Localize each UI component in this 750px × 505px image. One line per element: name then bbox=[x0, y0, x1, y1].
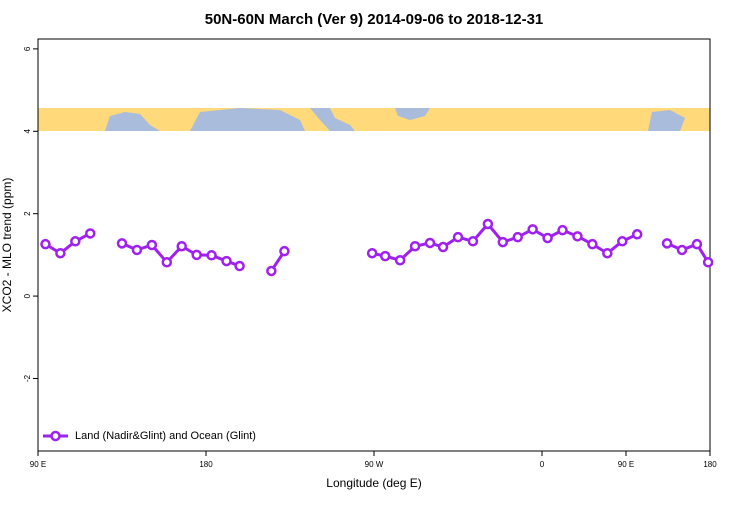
y-tick-label: 4 bbox=[23, 129, 32, 134]
data-point bbox=[542, 232, 553, 244]
x-tick-label: 90 W bbox=[365, 460, 384, 469]
map-ocean bbox=[648, 110, 685, 131]
map-ocean bbox=[105, 112, 160, 131]
data-point bbox=[467, 236, 479, 247]
y-tick-label: 0 bbox=[23, 293, 32, 298]
data-point bbox=[55, 247, 66, 259]
data-point bbox=[452, 231, 464, 243]
data-point bbox=[602, 247, 613, 259]
y-tick-label: 6 bbox=[23, 46, 32, 51]
legend-label: Land (Nadir&Glint) and Ocean (Glint) bbox=[75, 430, 256, 442]
y-tick-label: 2 bbox=[23, 211, 32, 216]
data-point bbox=[70, 236, 81, 247]
data-point bbox=[366, 247, 378, 259]
data-point bbox=[557, 224, 568, 236]
map-ocean bbox=[190, 108, 305, 131]
data-point bbox=[661, 238, 673, 249]
data-point bbox=[131, 244, 143, 256]
chart-title: 50N-60N March (Ver 9) 2014-09-06 to 2018… bbox=[205, 11, 544, 28]
map-ocean bbox=[310, 108, 355, 131]
x-tick-label: 0 bbox=[540, 460, 545, 469]
data-point bbox=[527, 224, 538, 235]
data-point bbox=[424, 237, 436, 249]
data-point bbox=[146, 239, 158, 251]
y-tick-label: -2 bbox=[23, 374, 32, 382]
data-point bbox=[394, 254, 406, 266]
x-tick-label: 180 bbox=[199, 460, 213, 469]
data-point bbox=[617, 236, 628, 247]
data-point bbox=[176, 240, 187, 252]
legend-marker bbox=[50, 430, 61, 442]
x-tick-label: 180 bbox=[703, 460, 717, 469]
data-point bbox=[572, 231, 583, 242]
data-point bbox=[266, 265, 277, 277]
data-point bbox=[587, 238, 598, 250]
data-point bbox=[206, 250, 217, 261]
data-point bbox=[379, 250, 391, 262]
map-ocean bbox=[395, 108, 430, 120]
data-point bbox=[512, 231, 523, 243]
data-point bbox=[161, 257, 173, 268]
data-point bbox=[702, 257, 714, 268]
y-axis-label: XCO2 - MLO trend (ppm) bbox=[0, 178, 14, 313]
data-point bbox=[631, 229, 643, 240]
data-point bbox=[234, 260, 245, 272]
data-point bbox=[191, 249, 202, 261]
map-band bbox=[38, 108, 710, 131]
data-point bbox=[437, 241, 449, 253]
x-tick-label: 90 E bbox=[618, 460, 634, 469]
data-point bbox=[691, 238, 703, 250]
data-point bbox=[279, 245, 290, 257]
data-point bbox=[85, 228, 96, 239]
data-point bbox=[221, 255, 232, 267]
x-axis-label: Longitude (deg E) bbox=[326, 476, 421, 490]
data-line bbox=[44, 232, 91, 256]
data-point bbox=[482, 218, 494, 230]
data-point bbox=[676, 244, 688, 256]
data-point bbox=[40, 238, 51, 250]
data-point bbox=[409, 240, 421, 252]
data-point bbox=[116, 238, 128, 249]
x-tick-label: 90 E bbox=[30, 460, 46, 469]
data-point bbox=[497, 236, 509, 248]
data-line bbox=[666, 241, 710, 264]
